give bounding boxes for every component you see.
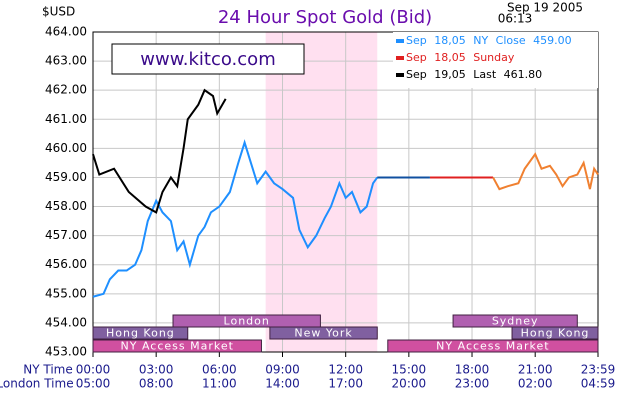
x-tick-label: 23:59 <box>581 363 616 377</box>
session-bar <box>269 326 378 340</box>
x-tick-label: 18:00 <box>455 363 490 377</box>
legend-box <box>393 32 598 88</box>
london-tick-label: 20:00 <box>392 377 427 391</box>
session-label: London <box>224 315 270 328</box>
london-tick-label: 23:00 <box>455 377 490 391</box>
session-label: Sydney <box>492 315 539 328</box>
price-line <box>492 152 599 191</box>
london-tick-label: 08:00 <box>139 377 174 391</box>
legend-label: Sep 18,05 NY Close 459.00 <box>406 34 572 47</box>
london-tick-label: 05:00 <box>76 377 111 391</box>
x-tick-label: 12:00 <box>328 363 363 377</box>
y-tick-label: 459.00 <box>45 170 87 184</box>
y-tick-label: 458.00 <box>45 199 87 213</box>
legend-label: Sep 18,05 Sunday <box>406 51 515 64</box>
shaded-range <box>265 32 378 352</box>
london-tick-label: 04:59 <box>581 377 616 391</box>
y-tick-label: 464.00 <box>45 25 87 39</box>
watermark: www.kitco.com <box>140 49 275 70</box>
session-label: New York <box>294 327 352 340</box>
legend-label: Sep 19,05 Last 461.80 <box>406 68 542 81</box>
session-bar <box>387 339 599 353</box>
date: Sep 19 2005 <box>507 1 583 15</box>
y-tick-label: 456.00 <box>45 257 87 271</box>
price-line <box>92 88 227 214</box>
london-time-label: London Time <box>0 377 74 391</box>
y-tick-label: 453.00 <box>45 345 87 359</box>
session-label: Hong Kong <box>521 327 590 340</box>
london-tick-label: 17:00 <box>328 377 363 391</box>
session-bar <box>511 326 599 340</box>
y-tick-label: 461.00 <box>45 112 87 126</box>
london-tick-label: 02:00 <box>518 377 553 391</box>
x-tick-label: 15:00 <box>392 363 427 377</box>
ny-time-label: NY Time <box>23 363 73 377</box>
session-bar <box>172 314 321 328</box>
london-tick-label: 11:00 <box>202 377 237 391</box>
session-label: NY Access Market <box>436 340 549 353</box>
x-tick-label: 03:00 <box>139 363 174 377</box>
y-tick-label: 463.00 <box>45 54 87 68</box>
session-bar <box>92 339 262 353</box>
chart-title: 24 Hour Spot Gold (Bid) <box>218 7 432 28</box>
y-tick-label: 454.00 <box>45 315 87 329</box>
x-tick-label: 00:00 <box>76 363 111 377</box>
legend-marker <box>396 39 404 43</box>
y-tick-label: 460.00 <box>45 141 87 155</box>
x-tick-label: 21:00 <box>518 363 553 377</box>
x-tick-label: 06:00 <box>202 363 237 377</box>
legend-marker <box>396 73 404 77</box>
plot-frame <box>92 31 599 353</box>
price-line <box>92 139 379 298</box>
y-tick-label: 462.00 <box>45 83 87 97</box>
y-tick-label: 457.00 <box>45 228 87 242</box>
session-bar <box>92 326 189 340</box>
y-tick-label: 455.00 <box>45 286 87 300</box>
x-tick-label: 09:00 <box>265 363 300 377</box>
legend-marker <box>396 56 404 60</box>
time: 06:13 <box>498 12 533 26</box>
watermark-box <box>111 43 305 75</box>
london-tick-label: 14:00 <box>265 377 300 391</box>
y-unit: $USD <box>42 5 75 19</box>
session-label: Hong Kong <box>106 327 175 340</box>
session-label: NY Access Market <box>121 340 234 353</box>
